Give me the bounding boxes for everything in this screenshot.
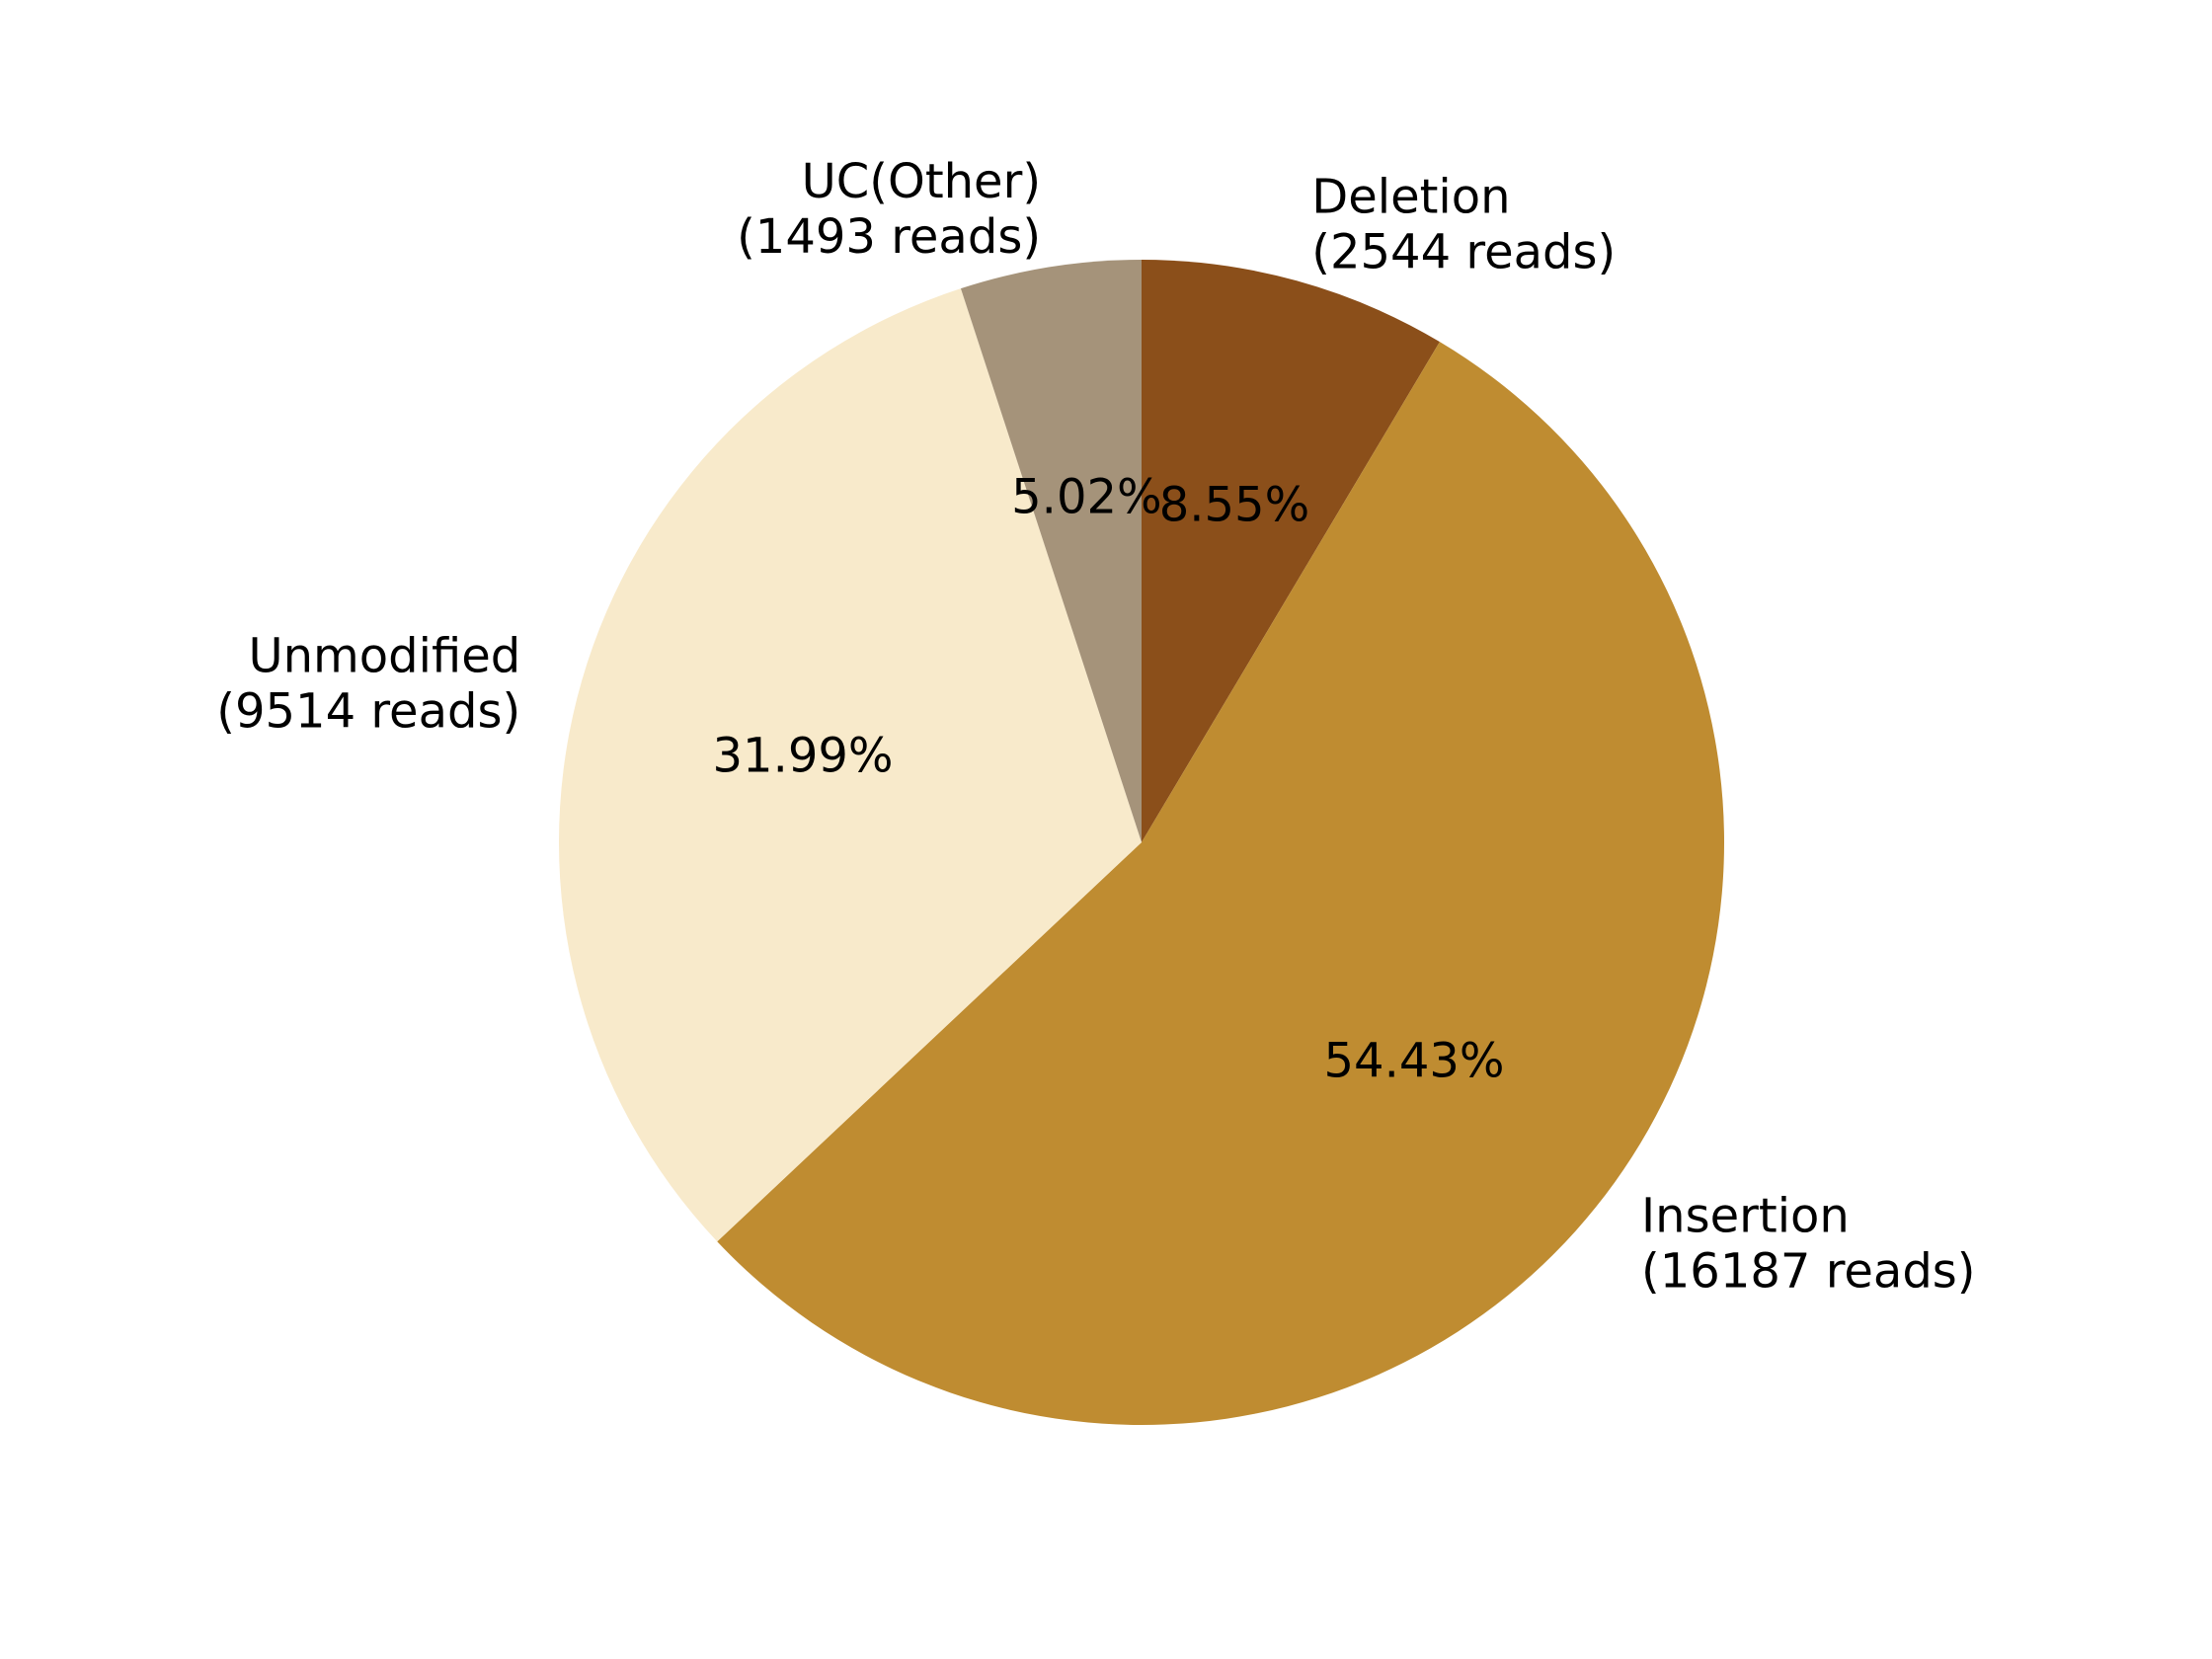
category-name: Insertion bbox=[1641, 1188, 1850, 1243]
category-reads: (16187 reads) bbox=[1641, 1243, 1976, 1299]
pie-slice-unmodified bbox=[558, 288, 1142, 1242]
percent-label-uc-other: 5.02% bbox=[1011, 469, 1161, 524]
category-name: UC(Other) bbox=[802, 154, 1041, 209]
percent-label-deletion: 8.55% bbox=[1159, 478, 1309, 533]
category-label-insertion: Insertion (16187 reads) bbox=[1641, 1188, 1976, 1299]
category-labels: Deletion (2544 reads) Insertion (16187 read… bbox=[216, 154, 1975, 1299]
pie-slice-uc-other bbox=[960, 260, 1142, 842]
category-label-uc-other: UC(Other) (1493 reads) bbox=[737, 154, 1041, 265]
percent-label-unmodified: 31.99% bbox=[713, 728, 894, 783]
category-label-unmodified: Unmodified (9514 reads) bbox=[216, 628, 520, 739]
pie-slice-deletion bbox=[1142, 260, 1440, 842]
category-label-deletion: Deletion (2544 reads) bbox=[1311, 169, 1616, 279]
category-reads: (2544 reads) bbox=[1311, 224, 1616, 279]
category-name: Unmodified bbox=[248, 628, 520, 683]
percent-label-insertion: 54.43% bbox=[1323, 1034, 1504, 1089]
category-reads: (1493 reads) bbox=[737, 209, 1041, 265]
category-reads: (9514 reads) bbox=[216, 683, 520, 739]
category-name: Deletion bbox=[1311, 169, 1510, 224]
pie-slice-insertion bbox=[717, 342, 1724, 1425]
pie-slices bbox=[558, 260, 1724, 1425]
percent-labels: 8.55% 54.43% 31.99% 5.02% bbox=[713, 469, 1505, 1088]
